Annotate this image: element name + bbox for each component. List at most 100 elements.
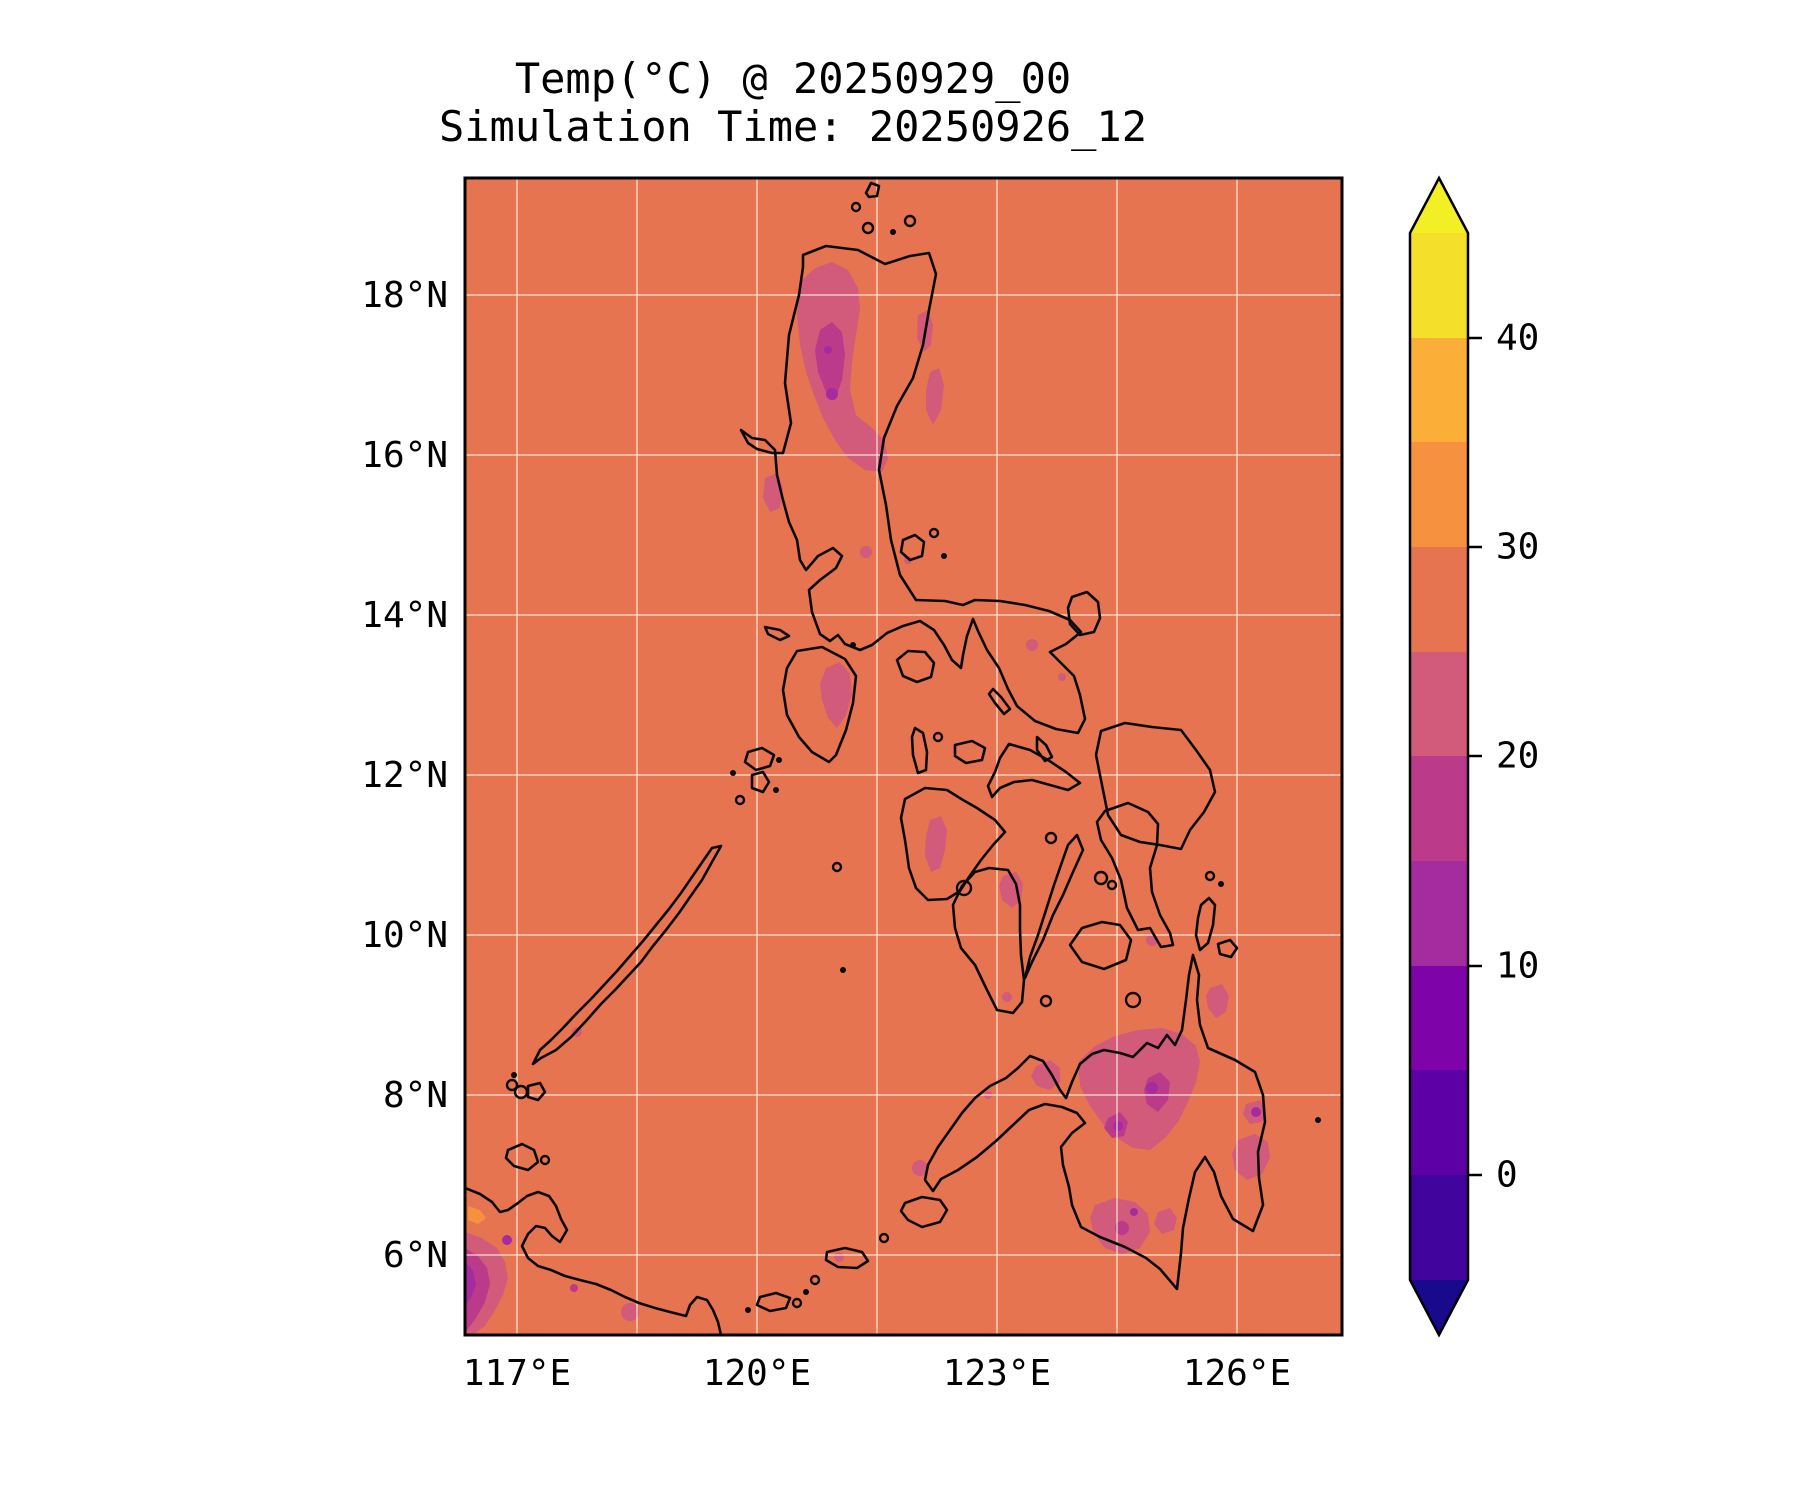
- patch-zamboanga-tip: [912, 1160, 928, 1176]
- colorbar-tick-label: 30: [1496, 527, 1539, 568]
- babuyan-island-1: [850, 201, 862, 213]
- pacific-islet: [1315, 1117, 1321, 1123]
- colorbar-segment: [1410, 966, 1468, 1070]
- y-tick-label: 18°N: [361, 275, 448, 316]
- coast-masbate: [986, 742, 1082, 799]
- patch-borneo-dot2: [570, 1284, 578, 1292]
- patch-mindanao-s-core: [1115, 1221, 1129, 1235]
- patch-mayon: [1058, 673, 1066, 681]
- patch-banahaw: [860, 546, 872, 558]
- babuyan-island-4: [890, 229, 896, 235]
- coast-borneo: [465, 1186, 723, 1335]
- colorbar-outline: [1408, 175, 1470, 1338]
- colorbar-tick-label: 20: [1496, 736, 1539, 777]
- sulu-islet-3: [803, 1289, 809, 1295]
- x-axis-labels: 117°E 120°E 123°E 126°E: [463, 1353, 1291, 1394]
- coast-jolo: [824, 1246, 870, 1270]
- romblon-island: [932, 731, 944, 743]
- coast-basilan: [899, 1195, 949, 1229]
- coast-mindoro: [781, 645, 858, 764]
- homonhon-island: [1204, 870, 1216, 882]
- patch-kinabalu-peak: [502, 1235, 512, 1245]
- sulu-islet-5: [745, 1307, 751, 1313]
- colorbar-segment: [1410, 652, 1468, 756]
- coast-negros: [951, 866, 1026, 1015]
- coast-tablas: [910, 726, 929, 775]
- patch-borneo-purple: [465, 1262, 476, 1305]
- sulu-islet-1: [878, 1232, 890, 1244]
- colorbar-arrow-over: [1410, 178, 1468, 233]
- coast-sibuyan: [953, 739, 987, 765]
- patch-bukidnon-core1: [1144, 1072, 1170, 1112]
- patch-cordillera-peak2: [824, 346, 832, 354]
- x-tick-label: 126°E: [1183, 1353, 1291, 1394]
- colorbar-segment: [1410, 442, 1468, 547]
- plot-title: Temp(°C) @ 20250929_00: [515, 54, 1071, 103]
- coast-culion: [750, 770, 771, 794]
- colorbar-tick-label: 10: [1496, 946, 1539, 987]
- patch-borneo-dot: [621, 1303, 639, 1321]
- x-tick-label: 117°E: [463, 1353, 571, 1394]
- gridlines: [465, 178, 1342, 1335]
- sulu-islet-4: [791, 1297, 803, 1309]
- y-tick-label: 12°N: [361, 755, 448, 796]
- patch-jolo-dot: [834, 1252, 844, 1262]
- x-tick-label: 120°E: [703, 1353, 811, 1394]
- plot-subtitle: Simulation Time: 20250926_12: [439, 102, 1147, 151]
- coast-ticao: [1035, 735, 1054, 763]
- banggi-islet: [539, 1154, 551, 1166]
- bantayan-island: [1044, 831, 1058, 845]
- linapacan-island: [734, 794, 746, 806]
- cuyo-island: [831, 861, 843, 873]
- babuyan-island-2: [861, 221, 875, 235]
- coast-panay: [899, 786, 1007, 902]
- y-tick-label: 6°N: [383, 1235, 448, 1276]
- coast-catanduanes: [1066, 590, 1102, 637]
- coast-busuanga: [743, 746, 776, 772]
- coast-luzon: [739, 244, 1087, 735]
- y-axis-labels: 18°N 16°N 14°N 12°N 10°N 8°N 6°N: [361, 275, 448, 1276]
- colorbar-segment: [1410, 861, 1468, 966]
- camotes-island-1: [1093, 870, 1109, 886]
- colorbar-tick-label: 0: [1496, 1155, 1518, 1196]
- y-tick-label: 16°N: [361, 435, 448, 476]
- babuyan-island-3: [903, 214, 917, 228]
- patch-negros-s-dot: [1002, 992, 1012, 1002]
- coast-palawan: [531, 844, 723, 1066]
- temperature-patches: [465, 262, 1270, 1335]
- patch-surigao: [1206, 984, 1229, 1018]
- patch-cordillera-core: [815, 322, 845, 400]
- colorbar-segment: [1410, 756, 1468, 861]
- coron-islet-1: [773, 787, 779, 793]
- coast-bohol: [1068, 920, 1133, 971]
- coast-dinagat: [1194, 896, 1217, 952]
- colorbar-segment: [1410, 338, 1468, 442]
- camotes-island-2: [1106, 879, 1118, 891]
- patch-cordillera-peak: [826, 388, 838, 400]
- coast-samar: [1094, 721, 1217, 851]
- x-tick-label: 123°E: [943, 1353, 1051, 1394]
- coast-malawali: [526, 1081, 547, 1102]
- coast-lubang: [763, 625, 791, 642]
- patch-apo-peak: [1251, 1107, 1261, 1117]
- patch-borneo-warm-coast: [468, 1206, 486, 1224]
- verde-island: [850, 642, 856, 648]
- polillo-island-2: [928, 527, 940, 539]
- colorbar-arrow-under: [1410, 1280, 1468, 1335]
- coast-leyte: [1095, 801, 1175, 949]
- balabac-islet: [511, 1072, 517, 1078]
- y-tick-label: 14°N: [361, 595, 448, 636]
- suluan-island: [1218, 881, 1224, 887]
- calamian-islet: [730, 770, 736, 776]
- coast-tawitawi: [755, 1291, 792, 1313]
- colorbar-segment: [1410, 1070, 1468, 1175]
- coron-islet-2: [776, 757, 782, 763]
- colorbar-segment: [1410, 547, 1468, 652]
- y-tick-label: 8°N: [383, 1075, 448, 1116]
- colorbar-tick-label: 40: [1496, 318, 1539, 359]
- guimaras-island: [955, 879, 973, 897]
- camiguin-island: [1124, 991, 1142, 1009]
- siquijor-island: [1039, 994, 1053, 1008]
- colorbar-segment: [1410, 233, 1468, 338]
- patch-mindanao-peak3: [1130, 1208, 1138, 1216]
